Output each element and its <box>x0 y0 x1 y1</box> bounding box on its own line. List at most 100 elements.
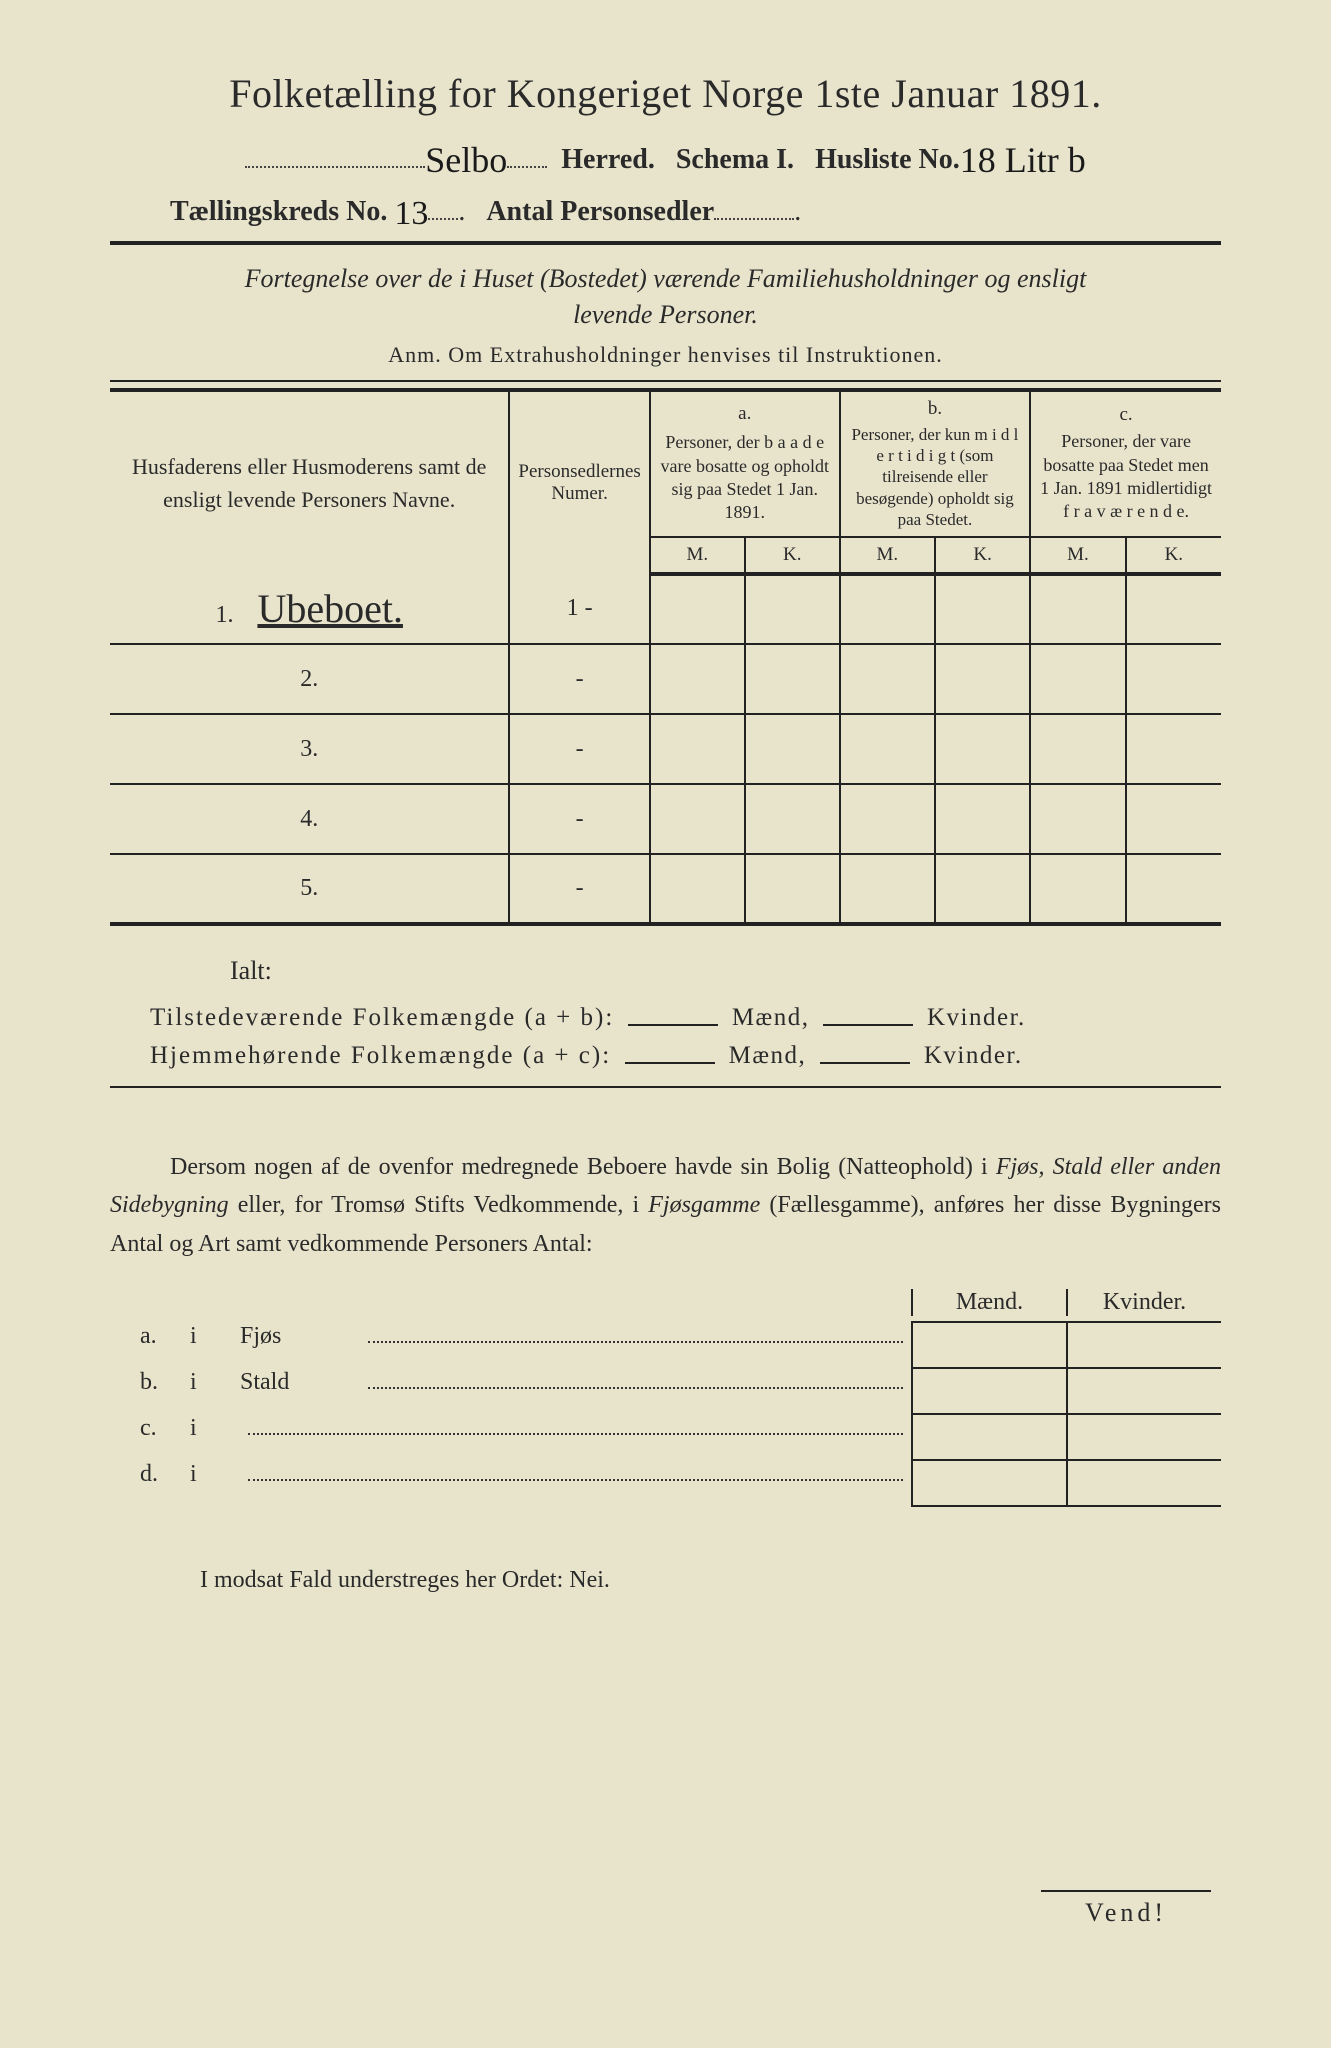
main-table: Husfaderens eller Husmoderens samt de en… <box>110 388 1221 926</box>
cell <box>650 574 745 644</box>
lower-table: a. i Fjøs b. i Stald c. i d. i <box>110 1283 1221 1507</box>
lower-row-c: c. i <box>110 1415 911 1461</box>
row-name: Ubeboet. <box>257 586 403 631</box>
row-sedler: 1 - <box>509 574 649 644</box>
cell <box>1030 784 1126 854</box>
cell <box>650 714 745 784</box>
blank <box>628 1013 718 1026</box>
summary1-label: Tilstedeværende Folkemængde (a + b): <box>150 1004 614 1031</box>
lower-a: b. <box>110 1369 190 1396</box>
husliste-label: Husliste No. <box>815 144 960 175</box>
kvinder-label: Kvinder. <box>927 1004 1026 1031</box>
table-row: 3. - <box>110 714 1221 784</box>
lower-i: i <box>190 1415 240 1442</box>
maend-label: Mænd, <box>732 1004 810 1031</box>
cell <box>745 644 840 714</box>
fortegnelse-line1: Fortegnelse over de i Huset (Bostedet) v… <box>245 264 1087 293</box>
kreds-dots <box>428 192 458 220</box>
kreds-label: Tællingskreds No. <box>170 196 387 227</box>
cell <box>911 1415 1066 1459</box>
rule-1 <box>110 241 1221 245</box>
a-k: K. <box>745 537 840 574</box>
cell <box>650 784 745 854</box>
col-b-label: b. Personer, der kun m i d l e r t i d i… <box>840 390 1030 537</box>
row-label: 1. Ubeboet. <box>110 574 509 644</box>
blank <box>823 1013 913 1026</box>
lower-i: i <box>190 1323 240 1350</box>
cell <box>840 714 935 784</box>
dots <box>368 1326 903 1343</box>
cell <box>935 784 1030 854</box>
blank <box>820 1051 910 1064</box>
mk-row <box>911 1461 1221 1507</box>
lower-right: Mænd. Kvinder. <box>911 1283 1221 1507</box>
lower-i: i <box>190 1461 240 1488</box>
maend-label: Mænd, <box>729 1042 807 1069</box>
col-header-name: Husfaderens eller Husmoderens samt de en… <box>110 390 509 574</box>
cell <box>840 854 935 924</box>
c-m: M. <box>1030 537 1126 574</box>
cell <box>1066 1323 1221 1367</box>
col-header-numer: Personsedlernes Numer. <box>509 390 649 574</box>
cell <box>1126 574 1221 644</box>
row-num: 1. <box>215 602 233 628</box>
cell <box>1066 1369 1221 1413</box>
ialt-label: Ialt: <box>230 956 1221 986</box>
mk-row <box>911 1415 1221 1461</box>
antal-dots <box>714 192 794 220</box>
lower-left: a. i Fjøs b. i Stald c. i d. i <box>110 1283 911 1507</box>
husliste-value: 18 Litr b <box>960 139 1086 181</box>
cell <box>840 644 935 714</box>
table-row: 5. - <box>110 854 1221 924</box>
lower-a: c. <box>110 1415 190 1442</box>
cell <box>745 714 840 784</box>
kreds-value: 13 <box>394 195 428 233</box>
cell <box>745 784 840 854</box>
cell <box>1030 574 1126 644</box>
cell <box>1126 714 1221 784</box>
cell <box>935 574 1030 644</box>
cell <box>911 1461 1066 1505</box>
table-row: 2. - <box>110 644 1221 714</box>
cell <box>1030 644 1126 714</box>
modsat-line: I modsat Fald understreges her Ordet: Ne… <box>200 1567 1221 1594</box>
cell <box>840 574 935 644</box>
summary-line-2: Hjemmehørende Folkemængde (a + c): Mænd,… <box>150 1042 1221 1070</box>
cell <box>745 854 840 924</box>
para-t2: eller, for Tromsø Stifts Vedkommende, i <box>229 1192 649 1218</box>
fortegnelse-line2: levende Personer. <box>573 300 758 329</box>
blank <box>625 1051 715 1064</box>
row-sedler: - <box>509 714 649 784</box>
cell <box>1030 714 1126 784</box>
mk-header: Mænd. Kvinder. <box>911 1283 1221 1323</box>
kvinder-col: Kvinder. <box>1066 1289 1221 1316</box>
herred-line: Selbo Herred. Schema I. Husliste No.18 L… <box>110 135 1221 177</box>
lower-row-b: b. i Stald <box>110 1369 911 1415</box>
row-sedler: - <box>509 854 649 924</box>
b-text: Personer, der kun m i d l e r t i d i g … <box>849 424 1021 530</box>
herred-label: Herred. <box>561 144 655 175</box>
lower-i: i <box>190 1369 240 1396</box>
cell <box>840 784 935 854</box>
row-num: 2. <box>110 644 509 714</box>
dots <box>368 1372 903 1389</box>
schema-label: Schema I. <box>676 144 794 175</box>
vend-label: Vend! <box>1041 1890 1211 1928</box>
mk-row <box>911 1323 1221 1369</box>
lower-a: a. <box>110 1323 190 1350</box>
cell <box>1030 854 1126 924</box>
a-text: Personer, der b a a d e vare bosatte og … <box>659 431 831 525</box>
anm-note: Anm. Om Extrahusholdninger henvises til … <box>110 342 1221 368</box>
rule-2 <box>110 380 1221 382</box>
cell <box>650 644 745 714</box>
a-label: a. <box>659 403 831 425</box>
cell <box>1126 854 1221 924</box>
col1-text: Husfaderens eller Husmoderens samt de en… <box>132 454 486 512</box>
kvinder-label: Kvinder. <box>924 1042 1023 1069</box>
para-i2: Fjøsgamme <box>648 1192 760 1218</box>
fortegnelse-heading: Fortegnelse over de i Huset (Bostedet) v… <box>110 261 1221 334</box>
row-num: 5. <box>110 854 509 924</box>
row-num: 3. <box>110 714 509 784</box>
row-sedler: - <box>509 784 649 854</box>
cell <box>935 644 1030 714</box>
